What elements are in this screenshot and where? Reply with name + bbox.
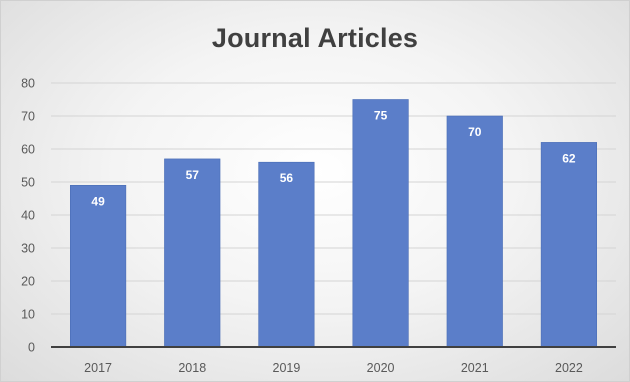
x-tick-label-2020: 2020 [367,361,395,375]
y-tick-label: 50 [21,176,35,190]
x-tick-label-2019: 2019 [273,361,301,375]
data-label-2021: 70 [468,125,482,139]
bar-2017 [70,185,127,348]
data-label-2020: 75 [374,109,388,123]
bars [70,99,597,348]
y-tick-label: 40 [21,209,35,223]
x-tick-label-2021: 2021 [461,361,489,375]
bar-2020 [352,99,409,348]
bar-2021 [446,115,503,348]
y-tick-label: 0 [28,341,35,355]
bar-2018 [164,158,221,348]
data-labels: 49 57 56 75 70 62 [91,109,576,209]
y-tick-label: 60 [21,143,35,157]
axes: 0 10 20 30 40 50 60 70 80 2017 2018 2019 2020 2021 202… [21,77,616,375]
y-tick-label: 20 [21,275,35,289]
data-label-2019: 56 [280,171,294,185]
data-label-2017: 49 [91,194,105,208]
x-tick-label-2017: 2017 [84,361,112,375]
x-tick-label-2018: 2018 [178,361,206,375]
gridlines [51,82,616,315]
y-tick-label: 80 [21,77,35,91]
bar-2019 [258,161,315,348]
chart-title: Journal Articles [211,23,419,53]
y-tick-label: 10 [21,308,35,322]
data-label-2018: 57 [186,168,200,182]
x-tick-label-2022: 2022 [555,361,583,375]
data-label-2022: 62 [562,151,576,165]
y-tick-label: 70 [21,110,35,124]
bar-2022 [540,142,597,348]
y-tick-label: 30 [21,242,35,256]
